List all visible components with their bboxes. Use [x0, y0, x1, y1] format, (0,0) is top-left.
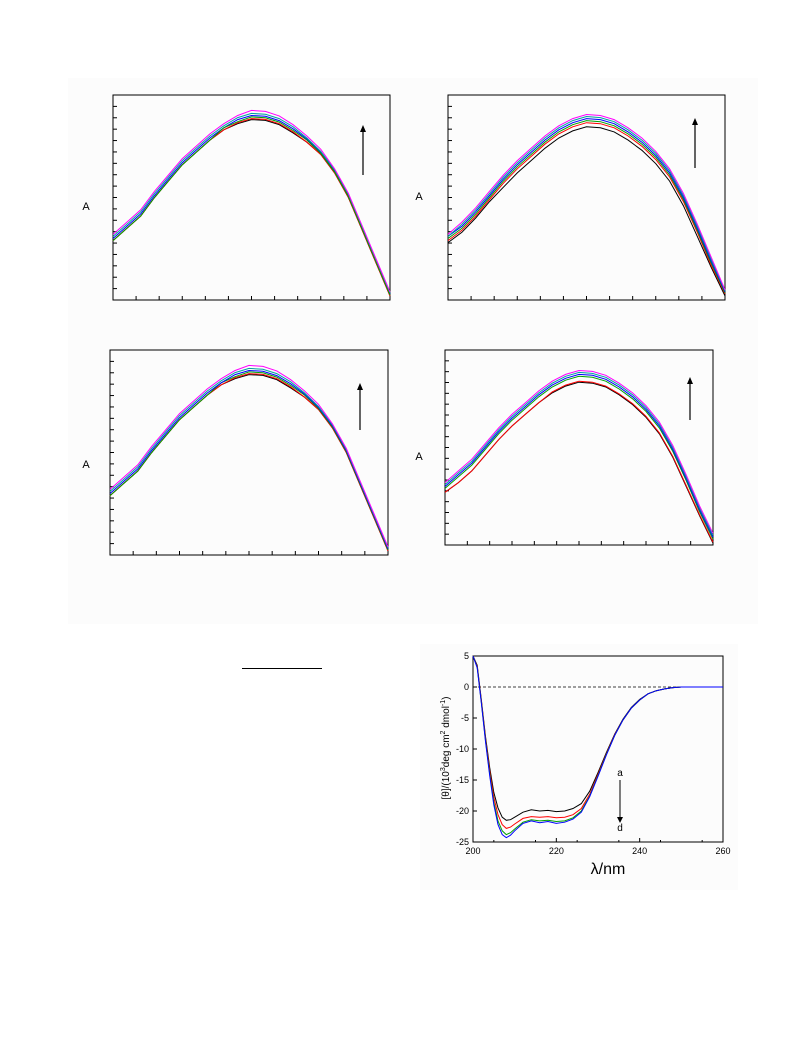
- x-tick-label: 260: [715, 846, 730, 856]
- cd-plot-frame: [472, 655, 724, 843]
- spectrum-line: [444, 369, 714, 534]
- spectrum-line: [112, 119, 391, 297]
- spectrum-line: [109, 367, 389, 548]
- spectrum-line: [112, 114, 391, 294]
- spectrum-line: [109, 369, 389, 549]
- spectrum-line: [109, 371, 389, 551]
- spectrum-line: [444, 380, 714, 543]
- cd-x-axis-label: λ/nm: [591, 861, 626, 878]
- y-axis-label: A: [415, 191, 423, 203]
- cd-spectrum-line: [472, 655, 723, 839]
- arrow-end-label: d: [617, 823, 623, 834]
- spectrum-line: [444, 371, 714, 536]
- spectrum-line: [447, 122, 726, 295]
- spectrum-line: [109, 364, 389, 547]
- cd-y-axis-label: [θ]/(103deg cm2 dmol-1): [440, 697, 452, 800]
- y-tick-label: -10: [456, 744, 469, 754]
- cd-spectrum-chart: [θ]/(103deg cm2 dmol-1) λ/nm a d 5 0 -5 -10…: [440, 651, 731, 878]
- y-axis-label: A: [415, 451, 423, 463]
- spectrum-line: [112, 109, 391, 292]
- absorbance-chart-3: A: [82, 349, 389, 556]
- spectrum-line: [444, 381, 714, 544]
- spectrum-line: [447, 115, 726, 292]
- x-tick-label: 200: [465, 846, 480, 856]
- y-tick-label: -15: [456, 775, 469, 785]
- spectrum-line: [444, 375, 714, 540]
- spectrum-line: [112, 118, 391, 297]
- y-tick-label: -5: [461, 713, 469, 723]
- spectrum-line: [444, 373, 714, 538]
- spectrum-line: [447, 126, 726, 297]
- absorbance-chart-2: A: [415, 94, 726, 301]
- cd-spectrum-line: [472, 655, 723, 829]
- spectrum-line: [447, 120, 726, 294]
- y-tick-label: -25: [456, 837, 469, 847]
- cd-spectrum-line: [472, 655, 723, 821]
- spectrum-line: [112, 116, 391, 296]
- spectrum-line: [109, 374, 389, 552]
- cd-spectrum-line: [472, 655, 723, 836]
- x-tick-label: 220: [549, 846, 564, 856]
- figure-panel-background: [68, 78, 758, 624]
- trend-arrow-head: [360, 125, 366, 132]
- trend-arrow-head: [687, 377, 693, 384]
- y-tick-label: 5: [464, 651, 469, 661]
- spectrum-line: [447, 113, 726, 290]
- x-tick-label: 240: [632, 846, 647, 856]
- absorbance-chart-1: A: [82, 94, 391, 301]
- arrow-start-label: a: [617, 768, 623, 779]
- spectrum-line: [109, 373, 389, 552]
- horizontal-rule: [242, 668, 322, 669]
- y-axis-label: A: [82, 201, 90, 213]
- y-tick-label: -20: [456, 806, 469, 816]
- trend-arrow-head: [617, 817, 623, 823]
- spectrum-line: [447, 118, 726, 293]
- trend-arrow-head: [357, 383, 363, 390]
- absorbance-chart-4: A: [415, 349, 714, 546]
- y-tick-label: 0: [464, 682, 469, 692]
- y-axis-label: A: [82, 459, 90, 471]
- trend-arrow-head: [692, 118, 698, 125]
- spectrum-line: [112, 112, 391, 293]
